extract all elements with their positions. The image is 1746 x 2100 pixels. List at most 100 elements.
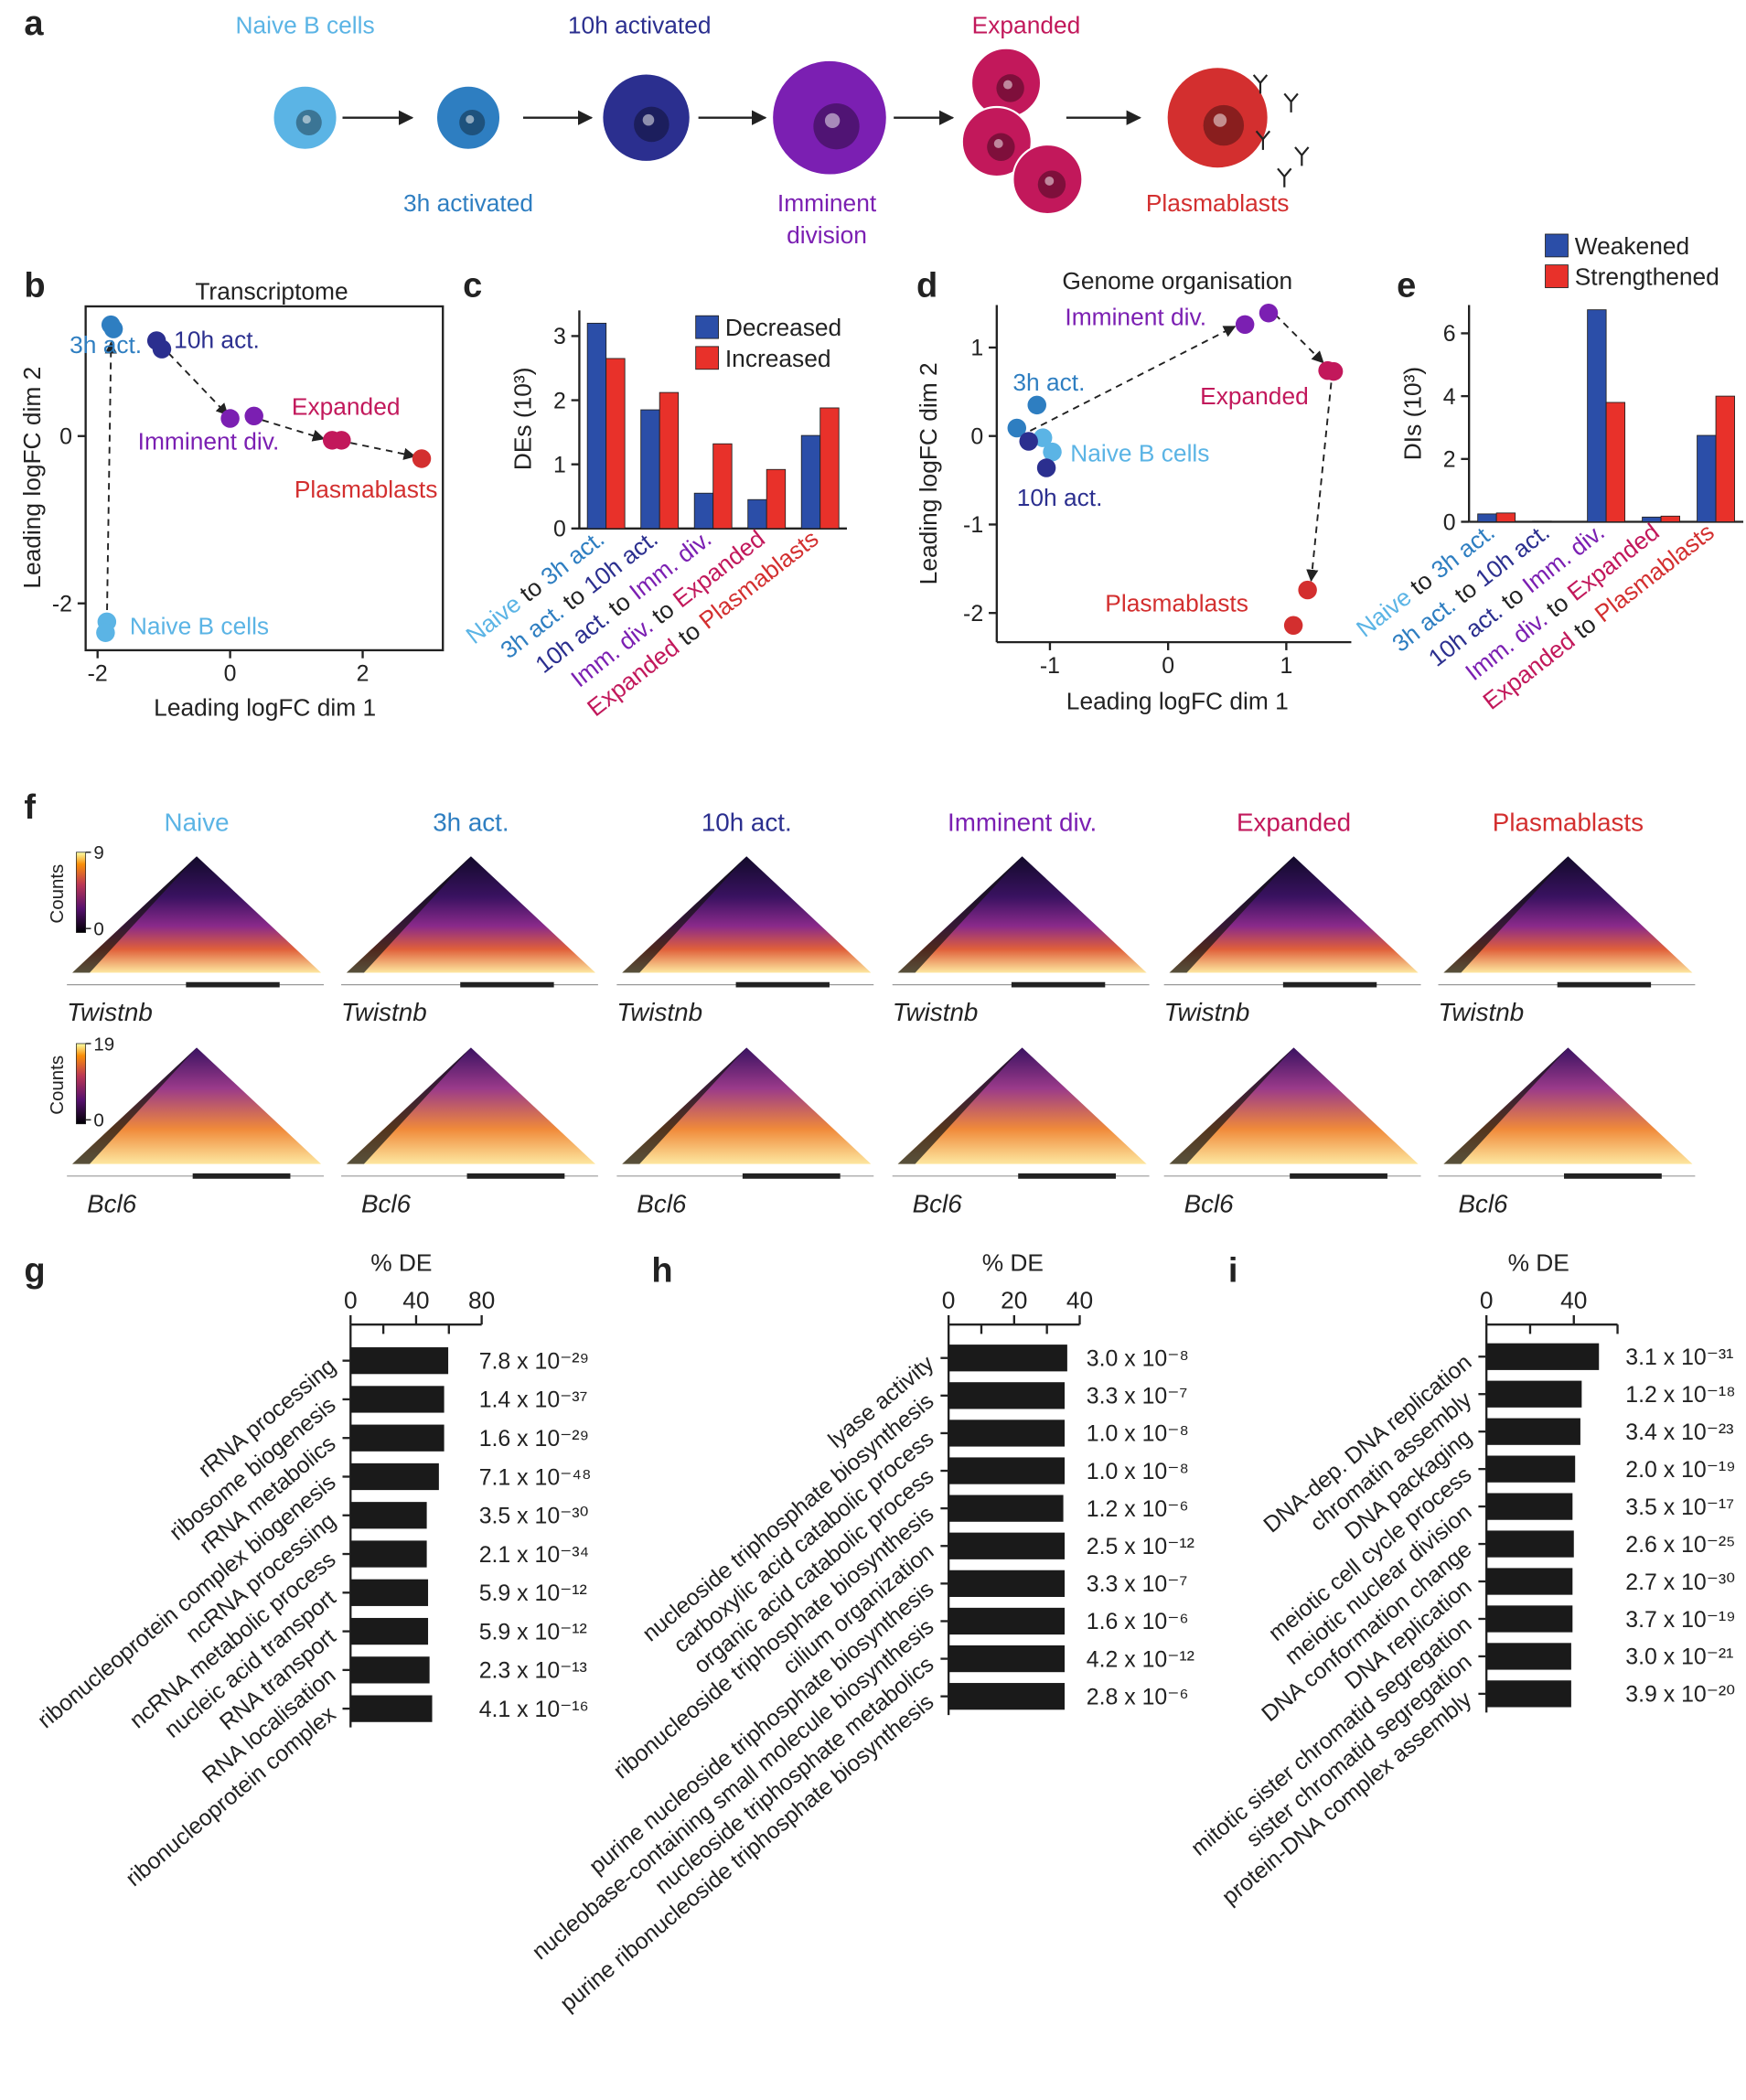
point (1298, 581, 1316, 599)
contact-map (622, 856, 871, 972)
bar (1486, 1605, 1572, 1632)
bar (948, 1457, 1065, 1484)
bar (587, 323, 605, 528)
legend-label: Decreased (725, 314, 841, 341)
p-value-label: 2.0 x 10⁻¹⁹ (1625, 1457, 1736, 1483)
point (1037, 458, 1055, 477)
y-tick-label: 1 (553, 452, 566, 477)
heatmap-title: Expanded (1237, 808, 1351, 836)
heatmap-title: Plasmablasts (1493, 808, 1644, 836)
highlight (1044, 177, 1054, 186)
p-value-label: 1.2 x 10⁻⁶ (1087, 1496, 1189, 1522)
colorbar-tick-label: 9 (93, 842, 103, 863)
p-value-label: 2.7 x 10⁻³⁰ (1625, 1570, 1735, 1595)
point (153, 339, 171, 358)
bar (350, 1502, 426, 1528)
panel-label: c (463, 267, 482, 305)
x-tick-label: 20 (1001, 1287, 1027, 1314)
y-tick-label: -2 (963, 601, 983, 627)
bar (948, 1608, 1065, 1634)
stage-label: 3h activated (403, 189, 533, 217)
colorbar-tick-label: 0 (93, 918, 103, 939)
legend-label: Increased (725, 345, 831, 372)
p-value-label: 4.1 x 10⁻¹⁶ (479, 1697, 589, 1722)
gene-label: Bcl6 (1458, 1189, 1508, 1217)
contact-map (347, 856, 595, 972)
colorbar-label: Counts (47, 864, 68, 924)
contact-map (898, 856, 1147, 972)
bar (350, 1386, 444, 1412)
bar (1496, 513, 1515, 522)
contact-map (347, 1047, 595, 1163)
bar (948, 1533, 1065, 1559)
gene-label: Twistnb (616, 998, 702, 1026)
point-label: Naive B cells (130, 612, 269, 639)
trajectory-arrow (1275, 315, 1323, 363)
bar (948, 1645, 1065, 1672)
contact-map (1170, 856, 1419, 972)
legend-swatch (696, 347, 719, 370)
p-value-label: 1.6 x 10⁻²⁹ (479, 1426, 589, 1452)
y-tick-label: 0 (1443, 509, 1456, 535)
stage-label: Expanded (972, 12, 1081, 39)
trajectory-arrow (107, 342, 111, 610)
x-tick-label: 40 (402, 1287, 429, 1314)
x-tick-label: 1 (1280, 653, 1292, 679)
bar (948, 1345, 1067, 1371)
p-value-label: 3.0 x 10⁻⁸ (1087, 1346, 1189, 1372)
p-value-label: 3.0 x 10⁻²¹ (1625, 1645, 1733, 1670)
highlight (643, 114, 655, 126)
highlight (466, 115, 474, 123)
y-tick-label: 6 (1443, 321, 1456, 347)
gene-label: Bcl6 (913, 1189, 963, 1217)
p-value-label: 3.1 x 10⁻³¹ (1625, 1345, 1733, 1370)
point-label: Plasmablasts (295, 476, 438, 503)
y-axis-label: Leading logFC dim 2 (915, 362, 942, 584)
y-tick-label: -2 (52, 591, 72, 616)
point-label: 3h act. (1012, 369, 1085, 396)
colorbar (76, 1044, 85, 1124)
colorbar-tick-label: 0 (93, 1110, 103, 1131)
bar (1698, 435, 1716, 521)
bar (948, 1683, 1065, 1709)
gene-label: Twistnb (67, 998, 153, 1026)
panel-label: g (24, 1251, 45, 1290)
p-value-label: 3.9 x 10⁻²⁰ (1625, 1682, 1735, 1708)
y-tick-label: 0 (970, 423, 983, 449)
bar (1486, 1643, 1571, 1669)
p-value-label: 2.6 x 10⁻²⁵ (1625, 1532, 1735, 1558)
highlight (303, 115, 311, 123)
x-tick-label: 0 (1162, 653, 1174, 679)
legend-swatch (1546, 234, 1569, 257)
highlight (994, 139, 1003, 148)
highlight (1214, 113, 1226, 126)
gene-label: Bcl6 (637, 1189, 687, 1217)
gene-label: Twistnb (1164, 998, 1250, 1026)
x-axis-label: % DE (1508, 1249, 1569, 1277)
p-value-label: 3.5 x 10⁻³⁰ (479, 1504, 589, 1529)
x-tick-label: -1 (1040, 653, 1060, 679)
point-label: Expanded (1200, 382, 1309, 410)
panel-label: i (1228, 1251, 1238, 1290)
panel-label: b (24, 267, 45, 305)
p-value-label: 7.1 x 10⁻⁴⁸ (479, 1464, 592, 1490)
trajectory-arrow (1312, 382, 1332, 580)
bar (1486, 1568, 1572, 1594)
y-tick-label: 4 (1443, 384, 1456, 410)
p-value-label: 3.3 x 10⁻⁷ (1087, 1384, 1188, 1409)
bar (948, 1495, 1063, 1522)
colorbar-label: Counts (47, 1055, 68, 1115)
panel-label: f (24, 788, 36, 827)
gene-label: Twistnb (341, 998, 427, 1026)
point (332, 431, 350, 449)
colorbar-tick-label: 19 (93, 1034, 114, 1055)
p-value-label: 3.5 x 10⁻¹⁷ (1625, 1495, 1734, 1520)
colorbar (76, 852, 85, 933)
x-tick-label: 0 (344, 1287, 358, 1314)
x-axis-label: Leading logFC dim 1 (154, 694, 376, 722)
panel-label: h (651, 1251, 672, 1290)
bar (350, 1425, 444, 1452)
point-label: Plasmablasts (1105, 589, 1248, 616)
x-tick-label: 40 (1560, 1287, 1587, 1314)
x-axis-label: Leading logFC dim 1 (1066, 687, 1289, 714)
